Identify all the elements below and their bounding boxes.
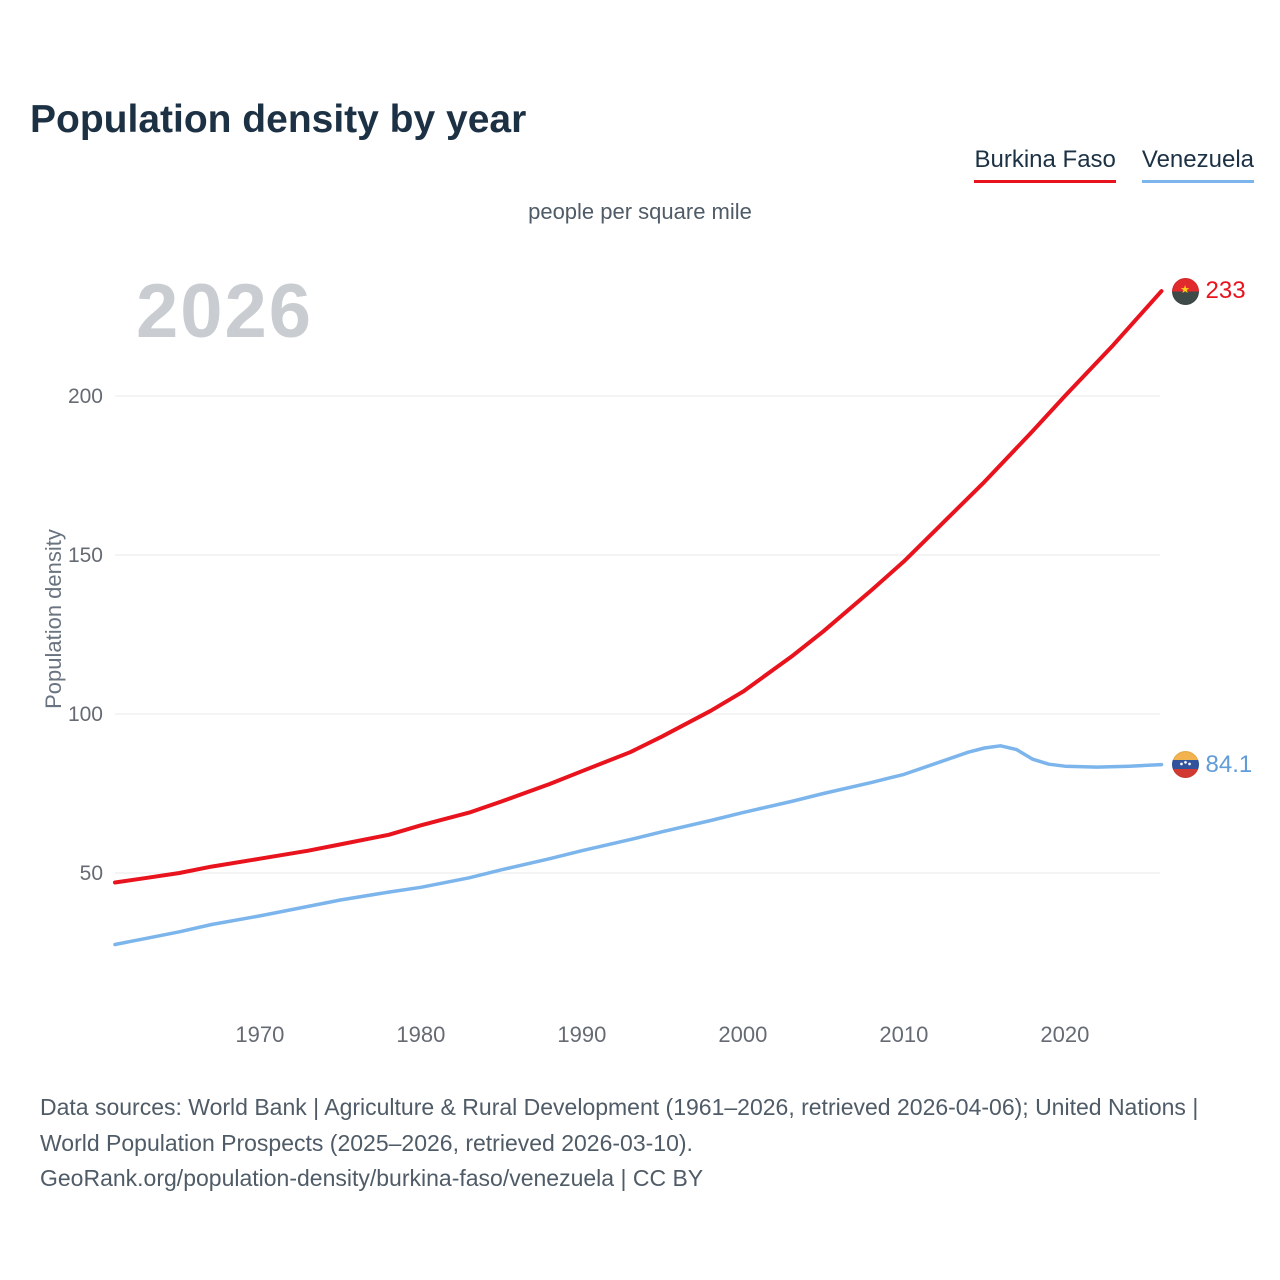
watermark-year: 2026	[136, 269, 314, 354]
chart-unit-label: people per square mile	[528, 199, 752, 224]
footer: Data sources: World Bank | Agriculture &…	[40, 1090, 1255, 1197]
venezuela-flag-icon	[1171, 751, 1199, 779]
series-end-marker-venezuela: 84.1	[1171, 750, 1253, 779]
series-line-burkina-faso[interactable]	[113, 289, 1164, 885]
x-tick-label: 1980	[396, 1022, 445, 1047]
x-tick-label: 2000	[718, 1022, 767, 1047]
page-title: Population density by year	[30, 98, 527, 142]
y-tick-label: 100	[68, 703, 103, 726]
series-end-value-burkina-faso: 233	[1205, 277, 1246, 305]
series-end-marker-burkina-faso: ★ 233	[1171, 277, 1246, 305]
data-sources-text: Data sources: World Bank | Agriculture &…	[40, 1094, 1199, 1156]
y-tick-label: 150	[68, 544, 103, 567]
x-tick-label: 2010	[879, 1022, 928, 1047]
y-tick-label: 200	[68, 385, 103, 408]
burkina-faso-flag-icon: ★	[1171, 277, 1199, 305]
star-icon: ★	[1180, 283, 1190, 296]
x-tick-label: 1990	[557, 1022, 606, 1047]
x-tick-label: 2020	[1040, 1022, 1089, 1047]
y-tick-label: 50	[80, 862, 103, 885]
legend-item-burkina-faso[interactable]: Burkina Faso	[974, 146, 1116, 183]
series-end-value-venezuela: 84.1	[1205, 750, 1253, 778]
attribution-text: GeoRank.org/population-density/burkina-f…	[40, 1165, 704, 1192]
x-tick-label: 1970	[235, 1022, 284, 1047]
legend: Burkina Faso Venezuela	[974, 146, 1254, 183]
legend-item-venezuela[interactable]: Venezuela	[1141, 146, 1254, 183]
series-line-venezuela[interactable]	[113, 744, 1164, 947]
